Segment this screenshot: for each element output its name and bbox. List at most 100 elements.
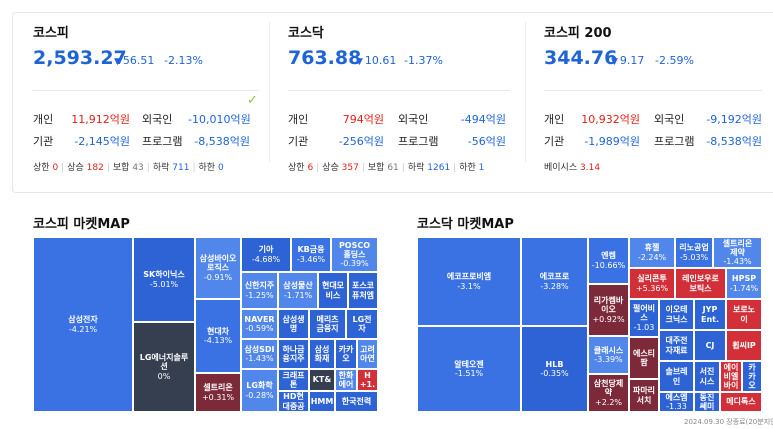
kospi-map-tile[interactable]: 메리츠 금융지: [309, 309, 346, 339]
kospi-map-title[interactable]: 코스피 마켓MAP: [33, 217, 130, 232]
kosdaq-change: ▼ 10.61: [356, 54, 397, 67]
kosdaq-map-tile[interactable]: 대주전 자재료: [659, 330, 694, 361]
kospi-map-tile[interactable]: 하나금 융지주: [278, 339, 309, 369]
kosdaq-map-tile[interactable]: 에코프로 -3.28%: [521, 237, 588, 326]
kosdaq-map-tile[interactable]: 메디톡스: [720, 392, 762, 412]
kosdaq-map-tile[interactable]: 이오테 크닉스: [659, 299, 694, 330]
kospi-market-breadth: 상한 0 | 상승 182 | 보합 43 | 하락 711 | 하한 0: [33, 163, 224, 173]
kosdaq-map-tile[interactable]: 레인보우로 보틱스: [675, 268, 726, 299]
kosdaq-map-tile[interactable]: HLB -0.35%: [521, 326, 588, 412]
kosdaq-map-tile[interactable]: 리노공업 -5.03%: [675, 237, 713, 268]
kosdaq-map-tile-change: -3.1%: [457, 281, 481, 291]
kospi-map-tile[interactable]: 삼성SDI -1.43%: [241, 339, 278, 369]
kospi-map-tile-name: 메리츠 금융지: [316, 314, 339, 333]
kospi-map-tile-name: 셀트리온: [203, 383, 233, 393]
kospi-individual-value: 11,912억원: [71, 113, 130, 126]
kosdaq-map-tile[interactable]: 에이 비엘 바이: [720, 361, 742, 392]
kosdaq-map-tile-name: 레인보우로 보틱스: [682, 274, 719, 293]
label-foreign: 외국인: [398, 113, 429, 126]
kosdaq-map-tile[interactable]: 동진 쎄미: [694, 392, 720, 412]
kospi-map-tile[interactable]: HD현 대중공: [278, 391, 309, 412]
kospi-map-tile[interactable]: KB금융 -3.46%: [291, 237, 331, 272]
kospi-map-tile-name: 삼성 화재: [314, 344, 330, 363]
kospi-map-tile-name: 현대차: [206, 326, 230, 336]
kosdaq-map-tile[interactable]: JYP Ent.: [694, 299, 726, 330]
kospi-map-tile-change: -0.39%: [340, 259, 369, 269]
kospi-map-tile[interactable]: SK하이닉스 -5.01%: [133, 237, 195, 322]
kospi-map-tile-name: 삼성물산: [283, 281, 313, 291]
kospi-map-tile-change: -0.59%: [245, 324, 274, 333]
kospi-map-tile[interactable]: 기아 -4.68%: [241, 237, 291, 272]
kospi-map-tile[interactable]: 삼성생 명: [278, 309, 309, 339]
kospi-map-tile[interactable]: 삼성전자 -4.21%: [33, 237, 133, 412]
kospi-map-tile[interactable]: H +1.: [357, 369, 378, 391]
kospi-map-tile-change: -4.13%: [203, 336, 233, 345]
kospi-institution-value: -2,145억원: [74, 135, 130, 148]
kospi-map-tile-name: 삼성전자: [68, 315, 98, 325]
kospi-map-tile[interactable]: HMM: [309, 391, 335, 412]
kospi-title[interactable]: 코스피: [33, 26, 69, 41]
kosdaq-map-tile[interactable]: 셀트리온 제약 -1.43%: [713, 237, 762, 268]
kosdaq-map-tile[interactable]: 펄어비 스 -1.03: [629, 299, 659, 337]
kosdaq-map-tile[interactable]: 서진 시스: [694, 361, 720, 392]
kosdaq-map-title[interactable]: 코스닥 마켓MAP: [417, 217, 514, 232]
kosdaq-map-tile-name: 이오테 크닉스: [665, 305, 688, 324]
label-institution: 기관: [33, 135, 54, 148]
kosdaq-map-tile[interactable]: 솔브레 인: [659, 361, 694, 392]
kosdaq-map-tile-name: 셀트리온 제약: [722, 238, 753, 257]
kospi-map-tile[interactable]: 삼성 화재: [309, 339, 335, 369]
kosdaq-map-tile[interactable]: 클래시스 -3.39%: [588, 336, 629, 374]
kospi200-title[interactable]: 코스피 200: [544, 26, 612, 41]
kosdaq-map-tile[interactable]: 휴젤 -2.24%: [629, 237, 675, 268]
kospi-map-tile[interactable]: NAVER -0.59%: [241, 309, 278, 339]
kosdaq-map-tile[interactable]: 실리콘투 +5.36%: [629, 268, 675, 299]
kospi-map-tile[interactable]: LG전 자: [346, 309, 378, 339]
kosdaq-map-tile[interactable]: 알테오젠 -1.51%: [417, 326, 521, 412]
kospi-map-tile[interactable]: 포스코 퓨처엠: [348, 272, 378, 309]
kosdaq-map-tile[interactable]: 리가켐바 이오 +0.92%: [588, 284, 629, 336]
kosdaq-map-tile-name: 클래시스: [593, 345, 624, 355]
kospi-map-tile[interactable]: 한화 에어: [335, 369, 357, 391]
kospi-map-tile[interactable]: 카카 오: [335, 339, 357, 369]
kosdaq-title[interactable]: 코스닥: [288, 26, 324, 41]
kosdaq-map-tile[interactable]: CJ: [694, 330, 726, 361]
divider: [544, 90, 762, 91]
kosdaq-map-tile[interactable]: 파마리 서치: [629, 379, 659, 412]
kosdaq-map-tile[interactable]: HPSP -1.74%: [726, 268, 762, 299]
kosdaq-map-tile[interactable]: 엔켐 -10.66%: [588, 237, 629, 284]
kosdaq-map-tile[interactable]: 에코프로비엠 -3.1%: [417, 237, 521, 326]
label-program: 프로그램: [654, 135, 695, 148]
kospi-map-tile[interactable]: 현대모 비스: [318, 272, 348, 309]
kosdaq-map-tile[interactable]: 에스티 팜: [629, 337, 659, 379]
kospi-map-tile[interactable]: 삼성바이오 로직스 -0.91%: [195, 237, 241, 299]
kospi-map-tile[interactable]: 한국전력: [335, 391, 378, 412]
kospi-map-tile-change: -1.43%: [245, 354, 274, 363]
kospi-map-tile[interactable]: 크래프 톤: [278, 369, 309, 391]
kosdaq-map-tile[interactable]: 에스엠 -1.33: [659, 392, 694, 412]
down-triangle-icon: ▼: [356, 57, 363, 67]
kospi-map-tile[interactable]: 셀트리온 +0.31%: [195, 373, 241, 412]
kosdaq-map-tile[interactable]: 보로노 이: [726, 299, 762, 330]
kosdaq-map-tile[interactable]: 카 카 오: [742, 361, 762, 392]
kosdaq-map-tile-change: +5.36%: [635, 283, 669, 293]
divider: [33, 90, 259, 91]
kospi-map-tile[interactable]: 삼성물산 -1.71%: [278, 272, 318, 309]
kospi-map-tile[interactable]: LG에너지솔루 션 0%: [133, 322, 195, 412]
kospi-map-tile-name: 하나금 융지주: [282, 344, 305, 363]
kospi-map-tile[interactable]: 고려 아연: [357, 339, 378, 369]
kosdaq-map-tile[interactable]: 휩씨IP: [726, 330, 762, 361]
kospi-map-tile[interactable]: LG화학 -0.28%: [241, 369, 278, 412]
kospi-map-tile[interactable]: 신한지주 -1.25%: [241, 272, 278, 309]
kospi-map-tile[interactable]: POSCO 홀딩스 -0.39%: [331, 237, 378, 272]
kosdaq-map-tile-name: 알테오젠: [454, 359, 484, 369]
kosdaq-change-pct: -1.37%: [404, 54, 443, 67]
kospi-map-tile[interactable]: KT&: [309, 369, 335, 391]
kosdaq-map-tile-name: 파마리 서치: [632, 386, 656, 405]
kospi200-value: 344.76: [544, 47, 618, 69]
kospi-map-tile[interactable]: 현대차 -4.13%: [195, 299, 241, 373]
down-triangle-icon: ▼: [114, 57, 121, 67]
kosdaq-foreign-value: -494억원: [460, 113, 506, 126]
kospi-foreign-value: -10,010억원: [188, 113, 251, 126]
kosdaq-map-tile[interactable]: 삼천당제 약 +2.2%: [588, 374, 629, 412]
kosdaq-map-tile-name: 휩씨IP: [732, 340, 756, 350]
